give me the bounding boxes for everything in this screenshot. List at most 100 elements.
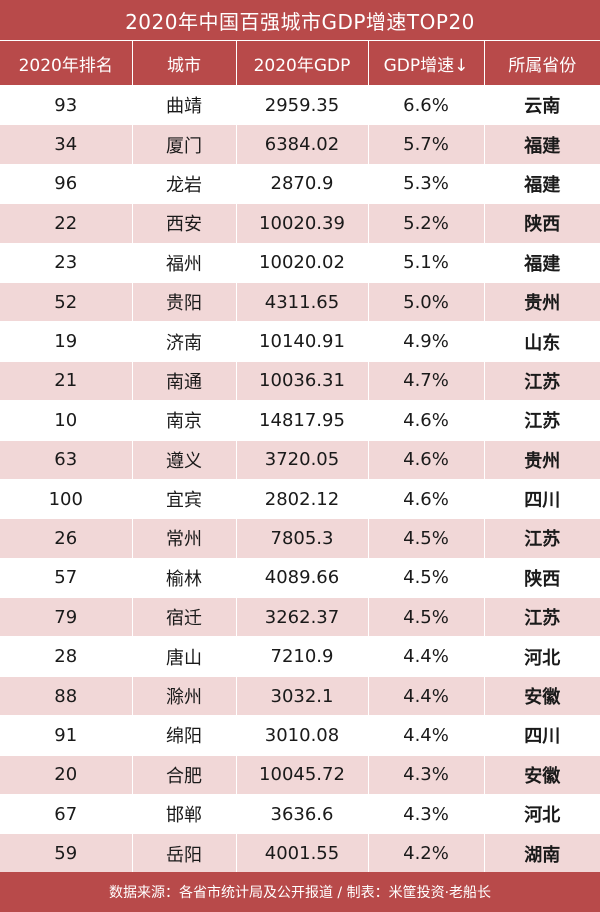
cell-province: 福建 bbox=[484, 243, 600, 283]
cell-growth: 4.4% bbox=[368, 676, 485, 717]
cell-gdp: 10020.02 bbox=[236, 243, 369, 283]
table-row: 34 厦门 6384.02 5.7% 福建 bbox=[0, 124, 600, 165]
cell-growth: 4.4% bbox=[368, 636, 485, 677]
cell-growth: 4.6% bbox=[368, 400, 485, 441]
cell-province: 江苏 bbox=[484, 518, 600, 559]
table-row: 100 宜宾 2802.12 4.6% 四川 bbox=[0, 479, 600, 520]
cell-growth: 4.6% bbox=[368, 479, 485, 520]
cell-growth: 5.2% bbox=[368, 203, 485, 244]
page-title: 2020年中国百强城市GDP增速TOP20 bbox=[0, 0, 600, 41]
cell-province: 福建 bbox=[484, 164, 600, 205]
header-city: 城市 bbox=[132, 41, 237, 86]
cell-rank: 88 bbox=[0, 676, 133, 717]
footer-source: 数据来源：各省市统计局及公开报道 / 制表：米筐投资·老船长 bbox=[0, 872, 600, 912]
cell-city: 曲靖 bbox=[132, 85, 237, 126]
cell-city: 龙岩 bbox=[132, 164, 237, 205]
table-row: 96 龙岩 2870.9 5.3% 福建 bbox=[0, 164, 600, 205]
cell-growth: 4.6% bbox=[368, 440, 485, 480]
cell-gdp: 3010.08 bbox=[236, 715, 369, 756]
cell-rank: 28 bbox=[0, 636, 133, 677]
cell-province: 山东 bbox=[484, 321, 600, 362]
cell-rank: 19 bbox=[0, 321, 133, 362]
table-row: 91 绵阳 3010.08 4.4% 四川 bbox=[0, 715, 600, 756]
cell-province: 江苏 bbox=[484, 597, 600, 638]
cell-city: 福州 bbox=[132, 243, 237, 283]
cell-growth: 4.5% bbox=[368, 597, 485, 638]
table-row: 20 合肥 10045.72 4.3% 安徽 bbox=[0, 755, 600, 796]
cell-city: 遵义 bbox=[132, 440, 237, 480]
cell-city: 西安 bbox=[132, 203, 237, 244]
table-row: 23 福州 10020.02 5.1% 福建 bbox=[0, 243, 600, 283]
cell-rank: 79 bbox=[0, 597, 133, 638]
table-row: 59 岳阳 4001.55 4.2% 湖南 bbox=[0, 833, 600, 874]
cell-growth: 4.9% bbox=[368, 321, 485, 362]
table-row: 79 宿迁 3262.37 4.5% 江苏 bbox=[0, 597, 600, 638]
cell-rank: 34 bbox=[0, 124, 133, 165]
cell-province: 江苏 bbox=[484, 400, 600, 441]
cell-growth: 5.3% bbox=[368, 164, 485, 205]
cell-city: 南通 bbox=[132, 361, 237, 402]
cell-city: 宜宾 bbox=[132, 479, 237, 520]
header-rank: 2020年排名 bbox=[0, 41, 133, 86]
cell-city: 合肥 bbox=[132, 755, 237, 796]
cell-growth: 6.6% bbox=[368, 85, 485, 126]
cell-growth: 4.4% bbox=[368, 715, 485, 756]
table-row: 19 济南 10140.91 4.9% 山东 bbox=[0, 321, 600, 362]
cell-gdp: 4311.65 bbox=[236, 282, 369, 323]
cell-gdp: 3636.6 bbox=[236, 794, 369, 835]
table-row: 26 常州 7805.3 4.5% 江苏 bbox=[0, 518, 600, 559]
table-row: 67 邯郸 3636.6 4.3% 河北 bbox=[0, 794, 600, 835]
cell-growth: 5.0% bbox=[368, 282, 485, 323]
cell-gdp: 3720.05 bbox=[236, 440, 369, 480]
cell-rank: 93 bbox=[0, 85, 133, 126]
cell-gdp: 10020.39 bbox=[236, 203, 369, 244]
cell-city: 绵阳 bbox=[132, 715, 237, 756]
cell-province: 河北 bbox=[484, 794, 600, 835]
cell-rank: 63 bbox=[0, 440, 133, 480]
cell-gdp: 3032.1 bbox=[236, 676, 369, 717]
cell-growth: 5.1% bbox=[368, 243, 485, 283]
cell-rank: 59 bbox=[0, 833, 133, 874]
cell-growth: 4.3% bbox=[368, 794, 485, 835]
cell-growth: 4.2% bbox=[368, 833, 485, 874]
table-row: 28 唐山 7210.9 4.4% 河北 bbox=[0, 636, 600, 677]
cell-rank: 20 bbox=[0, 755, 133, 796]
cell-growth: 4.7% bbox=[368, 361, 485, 402]
table-row: 22 西安 10020.39 5.2% 陕西 bbox=[0, 203, 600, 244]
cell-city: 唐山 bbox=[132, 636, 237, 677]
cell-city: 济南 bbox=[132, 321, 237, 362]
cell-gdp: 4089.66 bbox=[236, 558, 369, 599]
cell-city: 邯郸 bbox=[132, 794, 237, 835]
cell-gdp: 4001.55 bbox=[236, 833, 369, 874]
cell-rank: 52 bbox=[0, 282, 133, 323]
cell-rank: 91 bbox=[0, 715, 133, 756]
cell-rank: 57 bbox=[0, 558, 133, 599]
header-row: 2020年排名 城市 2020年GDP GDP增速↓ 所属省份 bbox=[0, 41, 600, 86]
cell-growth: 4.3% bbox=[368, 755, 485, 796]
cell-gdp: 2802.12 bbox=[236, 479, 369, 520]
cell-rank: 23 bbox=[0, 243, 133, 283]
table-row: 21 南通 10036.31 4.7% 江苏 bbox=[0, 361, 600, 402]
cell-gdp: 10036.31 bbox=[236, 361, 369, 402]
table-row: 93 曲靖 2959.35 6.6% 云南 bbox=[0, 85, 600, 126]
cell-gdp: 6384.02 bbox=[236, 124, 369, 165]
table-row: 52 贵阳 4311.65 5.0% 贵州 bbox=[0, 282, 600, 323]
cell-gdp: 7805.3 bbox=[236, 518, 369, 559]
header-growth[interactable]: GDP增速↓ bbox=[368, 41, 485, 86]
cell-rank: 21 bbox=[0, 361, 133, 402]
cell-province: 陕西 bbox=[484, 558, 600, 599]
cell-rank: 10 bbox=[0, 400, 133, 441]
cell-gdp: 3262.37 bbox=[236, 597, 369, 638]
cell-growth: 5.7% bbox=[368, 124, 485, 165]
cell-province: 安徽 bbox=[484, 755, 600, 796]
cell-province: 福建 bbox=[484, 124, 600, 165]
cell-rank: 26 bbox=[0, 518, 133, 559]
cell-province: 云南 bbox=[484, 85, 600, 126]
cell-city: 常州 bbox=[132, 518, 237, 559]
table-row: 10 南京 14817.95 4.6% 江苏 bbox=[0, 400, 600, 441]
cell-gdp: 2870.9 bbox=[236, 164, 369, 205]
cell-gdp: 10045.72 bbox=[236, 755, 369, 796]
cell-province: 湖南 bbox=[484, 833, 600, 874]
cell-rank: 67 bbox=[0, 794, 133, 835]
